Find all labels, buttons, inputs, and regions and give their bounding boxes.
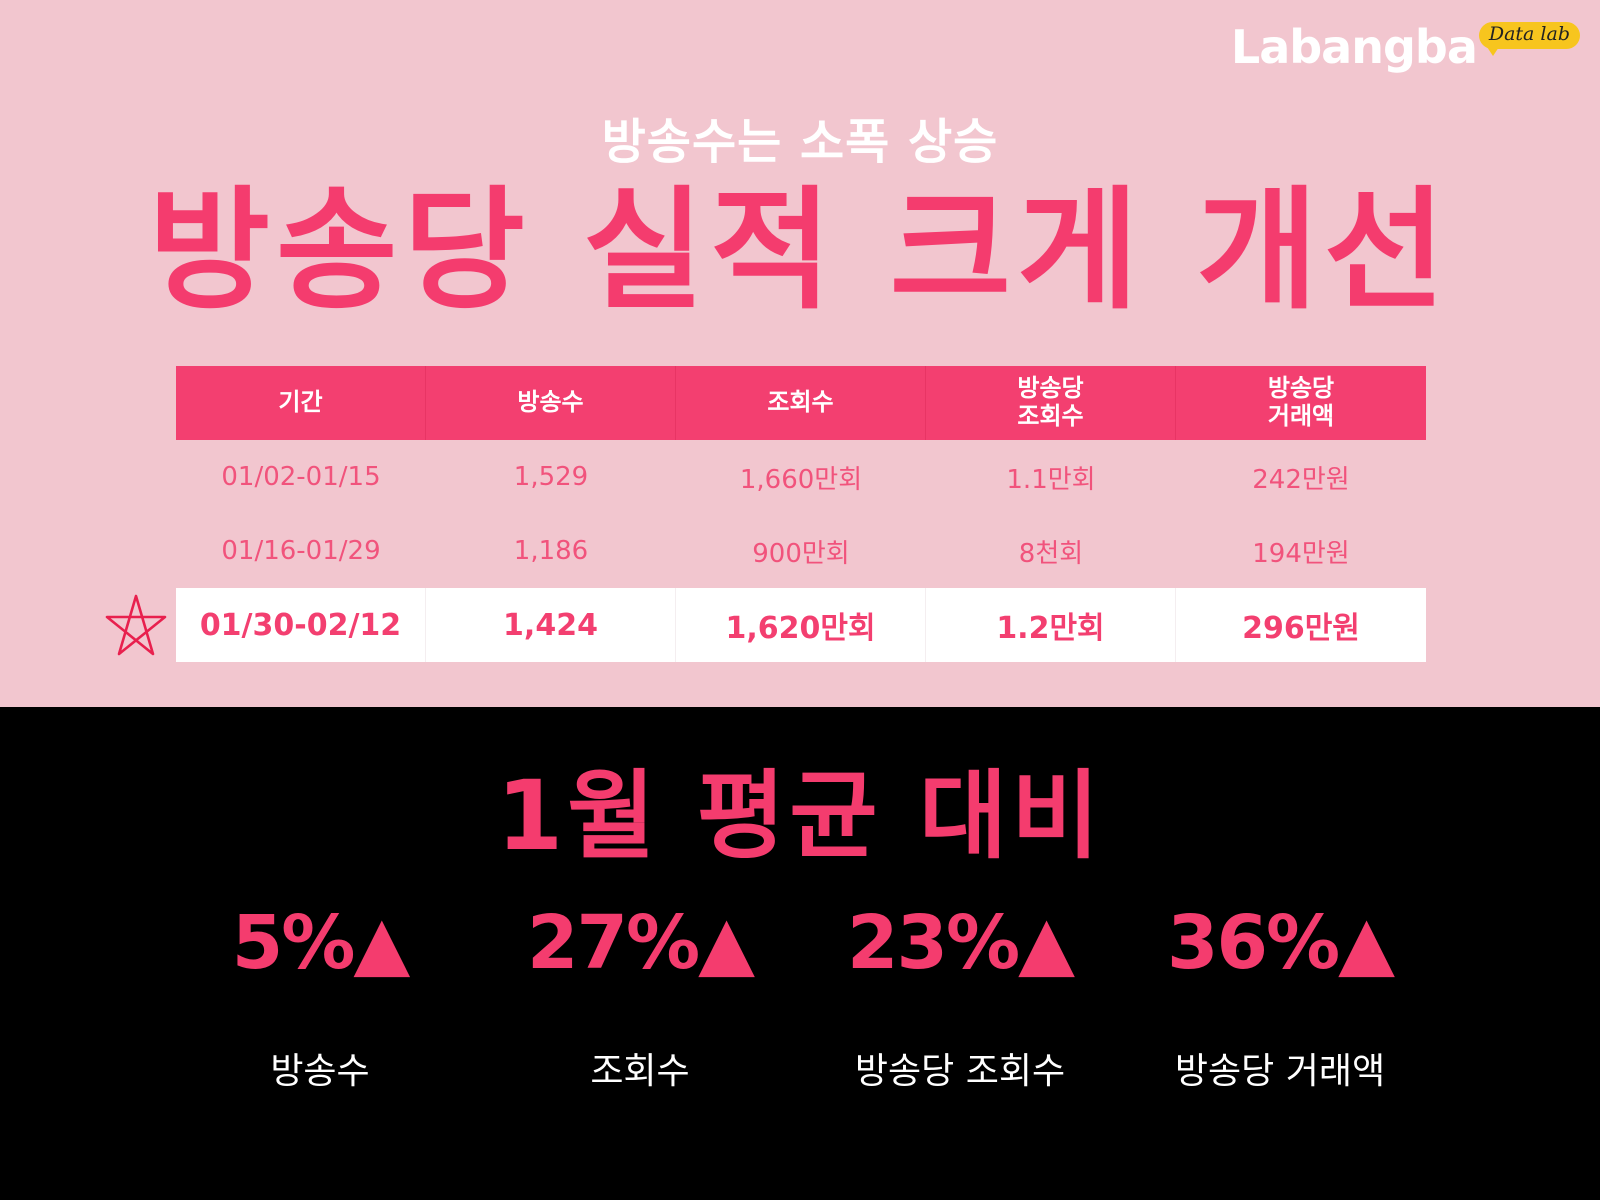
top-section: Labangba Data lab 방송수는 소폭 상승 방송당 실적 크게 개… bbox=[0, 0, 1600, 707]
table-cell: 900만회 bbox=[752, 538, 850, 569]
column-header: 방송수 bbox=[426, 366, 676, 440]
table-cell: 1.2만회 bbox=[926, 588, 1176, 662]
stat-value: 27%▲ bbox=[526, 900, 755, 986]
brand-logo: Labangba Data lab bbox=[1230, 20, 1580, 74]
table-row: 01/02-01/15 1,529 1,660만회 1.1만회 242만원 bbox=[176, 440, 1426, 514]
column-header: 조회수 bbox=[676, 366, 926, 440]
stat-label: 방송수 bbox=[270, 1051, 370, 1092]
comparison-stats: 5%▲ 방송수 27%▲ 조회수 23%▲ 방송당 조회수 36%▲ 방송당 거… bbox=[160, 900, 1440, 1094]
stat-label: 조회수 bbox=[590, 1051, 690, 1092]
stat-value: 23%▲ bbox=[846, 900, 1075, 986]
table-cell: 01/30-02/12 bbox=[176, 588, 426, 662]
table-cell: 296만원 bbox=[1176, 588, 1426, 662]
stat-item: 5%▲ 방송수 bbox=[160, 900, 480, 1094]
table-cell: 1,620만회 bbox=[676, 588, 926, 662]
star-icon bbox=[105, 594, 167, 656]
table-cell: 194만원 bbox=[1252, 538, 1350, 569]
table-cell: 1,529 bbox=[513, 462, 589, 492]
column-header: 기간 bbox=[176, 366, 426, 440]
stat-label: 방송당 거래액 bbox=[1174, 1051, 1386, 1092]
logo-wordmark: Labangba bbox=[1230, 20, 1478, 74]
table-cell: 01/16-01/29 bbox=[221, 536, 381, 566]
bottom-section bbox=[0, 707, 1600, 1200]
stat-item: 27%▲ 조회수 bbox=[480, 900, 800, 1094]
table-cell: 8천회 bbox=[1018, 538, 1084, 569]
stat-item: 36%▲ 방송당 거래액 bbox=[1120, 900, 1440, 1094]
stats-table: 기간 방송수 조회수 방송당 조회수 방송당 거래액 01/02-01/15 1,5… bbox=[176, 366, 1426, 662]
table-cell: 242만원 bbox=[1252, 464, 1350, 495]
table-row-highlighted: 01/30-02/12 1,424 1,620만회 1.2만회 296만원 bbox=[176, 588, 1426, 662]
column-header: 방송당 거래액 bbox=[1176, 366, 1426, 440]
stat-label: 방송당 조회수 bbox=[854, 1051, 1066, 1092]
table-cell: 1,186 bbox=[513, 536, 589, 566]
page-subtitle: 방송수는 소폭 상승 bbox=[601, 114, 999, 170]
table-cell: 01/02-01/15 bbox=[221, 462, 381, 492]
stat-value: 36%▲ bbox=[1166, 900, 1395, 986]
table-cell: 1,660만회 bbox=[739, 464, 863, 495]
table-cell: 1,424 bbox=[426, 588, 676, 662]
table-header-row: 기간 방송수 조회수 방송당 조회수 방송당 거래액 bbox=[176, 366, 1426, 440]
comparison-title: 1월 평균 대비 bbox=[496, 760, 1104, 872]
column-header: 방송당 조회수 bbox=[926, 366, 1176, 440]
table-cell: 1.1만회 bbox=[1006, 464, 1096, 495]
logo-badge: Data lab bbox=[1478, 22, 1580, 56]
stat-item: 23%▲ 방송당 조회수 bbox=[800, 900, 1120, 1094]
stat-value: 5%▲ bbox=[231, 900, 411, 986]
table-row: 01/16-01/29 1,186 900만회 8천회 194만원 bbox=[176, 514, 1426, 588]
page-title: 방송당 실적 크게 개선 bbox=[148, 174, 1452, 328]
